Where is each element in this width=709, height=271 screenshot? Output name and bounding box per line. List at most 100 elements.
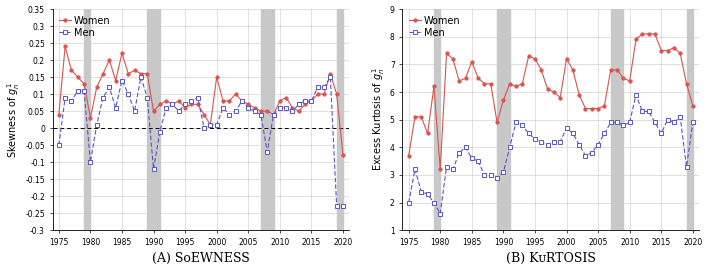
Men xyxy=(493,176,501,179)
Men xyxy=(250,109,259,113)
Women xyxy=(187,103,196,106)
Men xyxy=(537,140,545,143)
Men xyxy=(449,168,457,171)
Men xyxy=(638,110,647,113)
Women xyxy=(619,76,627,80)
Men xyxy=(67,99,76,102)
Men xyxy=(480,173,489,177)
Women xyxy=(480,82,489,85)
Women xyxy=(74,76,82,79)
Women xyxy=(664,49,672,52)
Women xyxy=(326,72,335,75)
Men xyxy=(80,89,89,92)
Men xyxy=(486,173,495,177)
Men xyxy=(411,168,419,171)
Men xyxy=(462,146,470,149)
Women xyxy=(531,57,540,60)
Women xyxy=(130,69,139,72)
Women xyxy=(244,103,252,106)
Women xyxy=(486,82,495,85)
Women xyxy=(86,116,95,120)
Women xyxy=(632,38,640,41)
Women xyxy=(430,85,438,88)
Women xyxy=(518,82,527,85)
Men xyxy=(512,121,520,124)
Women xyxy=(225,99,233,102)
Men xyxy=(282,106,291,109)
Women xyxy=(644,32,653,36)
Men xyxy=(174,109,183,113)
Men xyxy=(606,121,615,124)
Women xyxy=(549,90,558,93)
Line: Men: Men xyxy=(407,93,695,215)
Women xyxy=(174,99,183,102)
Women xyxy=(638,32,647,36)
Men xyxy=(155,130,164,133)
Bar xyxy=(147,9,160,230)
Line: Women: Women xyxy=(407,32,695,171)
Legend: Women, Men: Women, Men xyxy=(407,14,462,40)
Men xyxy=(632,93,640,96)
Women xyxy=(155,103,164,106)
Men xyxy=(594,143,603,146)
Men xyxy=(238,99,246,102)
Men xyxy=(55,144,63,147)
Women xyxy=(99,72,107,75)
Y-axis label: Excess Kurtosis of $g^1_n$: Excess Kurtosis of $g^1_n$ xyxy=(370,68,387,172)
Men xyxy=(688,121,697,124)
Men xyxy=(467,157,476,160)
Men xyxy=(525,132,533,135)
Men xyxy=(423,193,432,196)
Men xyxy=(86,160,95,164)
Men xyxy=(111,106,120,109)
Women xyxy=(581,107,590,110)
Men xyxy=(581,154,590,157)
Men xyxy=(556,140,564,143)
Men xyxy=(326,76,335,79)
Women xyxy=(111,79,120,82)
Men xyxy=(213,123,221,126)
Women xyxy=(669,46,678,49)
Women xyxy=(543,88,552,91)
Men xyxy=(263,150,272,154)
Women xyxy=(493,121,501,124)
Men xyxy=(294,103,303,106)
Women xyxy=(194,103,202,106)
Women xyxy=(276,99,284,102)
Men xyxy=(301,99,309,102)
Men xyxy=(137,76,145,79)
Women xyxy=(600,104,608,108)
Women xyxy=(55,113,63,116)
Women xyxy=(474,76,482,80)
Women xyxy=(588,107,596,110)
Men xyxy=(219,106,228,109)
Women xyxy=(105,59,113,62)
Men xyxy=(669,121,678,124)
Women xyxy=(613,68,621,72)
Men xyxy=(269,113,278,116)
Women xyxy=(92,86,101,89)
Women xyxy=(462,76,470,80)
Men xyxy=(339,205,347,208)
Women xyxy=(200,113,208,116)
Y-axis label: Skewness of $g^1_n$: Skewness of $g^1_n$ xyxy=(6,82,23,158)
Men xyxy=(676,115,684,118)
Men xyxy=(644,110,653,113)
Men xyxy=(455,151,464,154)
Women xyxy=(449,57,457,60)
Men xyxy=(143,96,152,99)
Women xyxy=(606,68,615,72)
Women xyxy=(206,123,215,126)
Men xyxy=(625,121,634,124)
Bar xyxy=(610,9,623,230)
Men xyxy=(442,165,451,168)
Men xyxy=(430,201,438,204)
Men xyxy=(92,123,101,126)
Men xyxy=(307,99,316,102)
Men xyxy=(320,86,328,89)
Women xyxy=(339,154,347,157)
Women xyxy=(512,85,520,88)
Men xyxy=(231,109,240,113)
Women xyxy=(219,99,228,102)
Men xyxy=(682,165,691,168)
